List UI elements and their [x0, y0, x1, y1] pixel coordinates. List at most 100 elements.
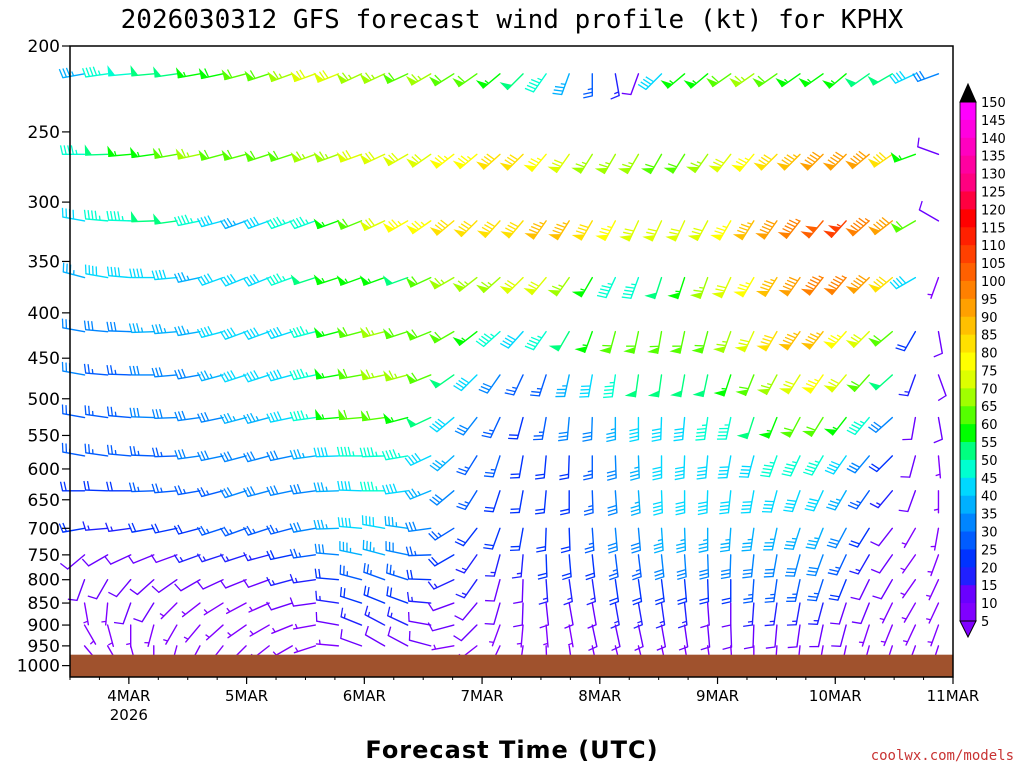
y-tick-label: 750 — [28, 546, 60, 566]
colorbar-segment — [960, 442, 976, 461]
wind-barb — [867, 216, 894, 236]
wind-barb — [336, 326, 363, 339]
wind-barb — [558, 416, 570, 442]
wind-barb — [677, 602, 688, 629]
wind-barb — [454, 416, 478, 436]
wind-barb — [676, 527, 687, 554]
wind-barb — [337, 480, 363, 492]
wind-barb — [849, 554, 870, 575]
wind-barb — [83, 209, 109, 222]
wind-barb — [776, 153, 801, 171]
wind-barb — [455, 554, 478, 574]
wind-barb — [523, 276, 547, 296]
wind-barb — [595, 220, 617, 242]
wind-barb — [266, 326, 293, 340]
wind-barb — [870, 527, 894, 547]
wind-barb — [504, 374, 524, 396]
wind-barb — [429, 153, 455, 169]
wind-barb — [406, 591, 432, 604]
wind-barb — [775, 73, 801, 88]
wind-barb — [547, 153, 570, 174]
wind-barb — [900, 579, 917, 599]
wind-barb — [428, 554, 455, 567]
wind-barb — [845, 330, 870, 348]
wind-barb — [339, 587, 363, 604]
colorbar-tick-label: 20 — [981, 561, 998, 576]
wind-barb — [539, 602, 550, 629]
wind-barb — [453, 374, 478, 392]
wind-barb — [219, 553, 247, 563]
wind-barb — [687, 220, 709, 242]
colorbar-max-arrow — [959, 82, 977, 103]
wind-barb — [289, 326, 317, 339]
wind-barb — [830, 602, 847, 625]
wind-barb — [196, 215, 224, 228]
wind-barb — [801, 374, 824, 394]
colorbar-tick-label: 65 — [981, 400, 998, 415]
colorbar-segment — [960, 370, 976, 389]
y-tick-label: 300 — [28, 193, 60, 213]
wind-barb — [560, 490, 570, 516]
wind-barb — [629, 455, 640, 481]
wind-barb — [428, 330, 455, 344]
colorbar-tick-label: 75 — [981, 364, 998, 379]
wind-barb — [429, 455, 455, 472]
wind-barb — [361, 515, 386, 530]
wind-barb — [823, 220, 847, 238]
wind-barb — [174, 325, 201, 337]
wind-barb — [485, 554, 501, 577]
wind-barb — [481, 416, 501, 439]
wind-barb — [453, 624, 478, 642]
y-tick-label: 800 — [28, 571, 60, 591]
wind-barb — [364, 605, 386, 626]
colorbar-tick-label: 145 — [981, 114, 1006, 129]
wind-barb — [313, 482, 340, 493]
wind-barb — [831, 624, 847, 648]
wind-barb — [289, 449, 317, 460]
wind-barb — [901, 527, 917, 549]
wind-barb — [800, 220, 824, 239]
wind-barb — [174, 410, 201, 422]
wind-barb — [452, 73, 478, 88]
wind-barb — [868, 330, 894, 347]
wind-barb — [848, 527, 870, 548]
wind-barb — [608, 554, 619, 581]
wind-barb — [128, 482, 155, 493]
x-axis-year-label: 2026 — [110, 706, 148, 724]
wind-barb — [516, 624, 524, 648]
wind-barb — [150, 554, 178, 564]
wind-barb — [293, 645, 317, 654]
wind-barb — [594, 153, 617, 175]
wind-barb — [150, 523, 178, 534]
wind-barb — [806, 554, 824, 577]
wind-barb — [867, 73, 894, 86]
x-tick-label: 11MAR — [927, 687, 980, 705]
colorbar-min-arrow — [959, 620, 977, 639]
x-tick-label: 8MAR — [578, 687, 621, 705]
wind-barb — [387, 606, 409, 626]
wind-barb — [429, 73, 455, 87]
wind-barb — [586, 579, 597, 606]
wind-barb — [756, 330, 778, 352]
x-tick-label: 4MAR — [107, 687, 150, 705]
wind-barb — [475, 330, 501, 348]
wind-barb — [606, 416, 617, 443]
wind-barb — [783, 527, 801, 550]
wind-barb — [175, 67, 201, 79]
colorbar-tick-label: 140 — [981, 132, 1006, 147]
wind-barb — [868, 416, 894, 433]
wind-barb — [243, 273, 270, 287]
wind-barb — [382, 219, 409, 233]
wind-barb — [711, 276, 732, 299]
wind-barb — [879, 602, 894, 624]
wind-barb — [755, 276, 778, 297]
colorbar-segment — [960, 585, 976, 604]
wind-barb — [427, 579, 455, 590]
wind-barb — [547, 276, 570, 297]
wind-barb — [359, 72, 386, 84]
wind-barb — [579, 374, 593, 398]
wind-barb — [732, 220, 755, 241]
wind-barb — [809, 624, 824, 648]
wind-barb — [408, 630, 432, 647]
wind-barb — [511, 554, 524, 579]
